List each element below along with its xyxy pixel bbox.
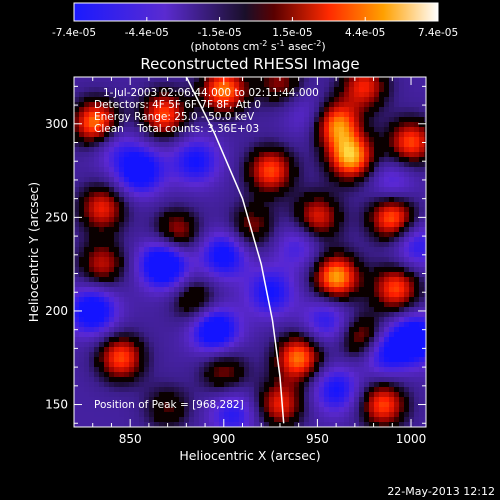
x-tick-label: 850 [119, 432, 142, 446]
plot-frame [73, 76, 427, 428]
x-tick-label: 900 [212, 432, 235, 446]
annotation-energy: Energy Range: 25.0 - 50.0 keV [94, 111, 255, 123]
plot-area: 850 900 950 1000 150 200 250 300 [45, 76, 427, 446]
annotation-block: 1-Jul-2003 02:06:44.000 to 02:11:44.000 … [94, 87, 319, 411]
colorbar-tick-label: -4.4e-05 [125, 27, 169, 39]
y-axis: 150 200 250 300 [45, 85, 426, 424]
x-tick-label: 1000 [396, 432, 427, 446]
chart-title: Reconstructed RHESSI Image [140, 55, 359, 73]
x-axis-label: Heliocentric X (arcsec) [179, 448, 320, 463]
annotation-clean: Clean Total counts: 3.36E+03 [94, 123, 259, 135]
peak-position-label: Position of Peak = [968,282] [94, 399, 244, 411]
y-tick-label: 150 [45, 398, 68, 412]
colorbar-unit-label: (photons cm-2 s-1 asec-2) [190, 39, 325, 53]
colorbar-tick-label: 1.5e-05 [272, 27, 312, 39]
colorbar-tick-label: -7.4e-05 [52, 27, 96, 39]
solar-limb-curve [185, 77, 285, 424]
annotation-time: 1-Jul-2003 02:06:44.000 to 02:11:44.000 [103, 87, 319, 99]
colorbar: -7.4e-05 -4.4e-05 -1.5e-05 1.5e-05 4.4e-05 7.… [52, 2, 458, 53]
x-tick-label: 950 [306, 432, 329, 446]
y-tick-label: 300 [45, 117, 68, 131]
colorbar-tick-label: 7.4e-05 [418, 27, 458, 39]
y-tick-label: 200 [45, 304, 68, 318]
colorbar-tick-label: -1.5e-05 [198, 27, 242, 39]
y-tick-label: 250 [45, 210, 68, 224]
x-axis: 850 900 950 1000 [73, 77, 427, 446]
footer-timestamp: 22-May-2013 12:12 [387, 485, 495, 498]
colorbar-tick-label: 4.4e-05 [345, 27, 385, 39]
y-axis-label: Heliocentric Y (arcsec) [26, 182, 41, 322]
heatmap-image [74, 77, 426, 427]
colorbar-gradient [73, 2, 439, 22]
colorbar-ticks: -7.4e-05 -4.4e-05 -1.5e-05 1.5e-05 4.4e-05 7.… [52, 17, 458, 39]
annotation-detectors: Detectors: 4F 5F 6F 7F 8F, Att 0 [94, 99, 261, 111]
